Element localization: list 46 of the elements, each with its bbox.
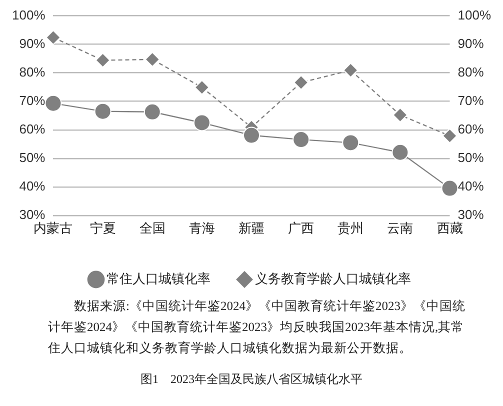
- y-tick-label: 80%: [19, 64, 46, 80]
- point: [194, 80, 210, 95]
- point: [44, 94, 62, 112]
- point: [95, 52, 110, 68]
- point: [392, 108, 408, 123]
- y-tick-label: 60%: [19, 121, 46, 136]
- point: [441, 180, 458, 197]
- y-tick-label: 100%: [12, 7, 46, 22]
- point: [442, 128, 458, 144]
- point: [343, 62, 358, 78]
- point: [392, 144, 409, 161]
- point: [144, 52, 160, 67]
- x-tick-label: 新疆: [238, 220, 264, 236]
- x-tick-label: 西藏: [436, 220, 463, 236]
- point: [46, 30, 61, 45]
- point: [342, 134, 360, 152]
- y-tick-label: 90%: [19, 36, 46, 51]
- y-tick-label: 40%: [19, 178, 46, 194]
- y2-tick-label: 90%: [458, 36, 484, 51]
- x-tick-label: 青海: [188, 220, 215, 236]
- x-tick-label: 内蒙古: [34, 220, 73, 236]
- point: [292, 131, 310, 148]
- y-tick-label: 50%: [19, 150, 46, 165]
- y-tick-label: 30%: [19, 206, 46, 222]
- x-tick-label: 贵州: [338, 220, 364, 236]
- legend-label: 义务教育学龄人口城镇化率: [255, 270, 411, 286]
- y2-tick-label: 70%: [458, 92, 484, 108]
- y2-tick-label: 60%: [458, 121, 484, 136]
- point: [144, 103, 161, 120]
- legend-label: 常住人口城镇化率: [106, 270, 210, 286]
- x-tick-label: 云南: [387, 220, 414, 236]
- source-note: 数据来源:《中国统计年鉴2024》《中国教育统计年鉴2023》《中国统计年鉴2024》《中国教育统计年鉴2023》均反映我国2023年基本情况,其常住人口城镇化和义务教育学龄人口城镇化数据为最新公开数据。: [48, 298, 466, 357]
- y2-tick-label: 30%: [458, 206, 484, 222]
- y2-tick-label: 40%: [458, 178, 484, 194]
- point: [294, 75, 309, 90]
- caption: 图1 2023年全国及民族八省区城镇化水平: [140, 371, 364, 388]
- y2-tick-label: 80%: [458, 64, 484, 80]
- y2-tick-label: 50%: [458, 150, 484, 165]
- point: [193, 114, 210, 132]
- x-tick-label: 广西: [288, 220, 314, 236]
- y-tick-label: 70%: [19, 92, 46, 108]
- point: [94, 102, 112, 120]
- y2-tick-label: 100%: [458, 7, 492, 22]
- x-tick-label: 全国: [139, 220, 166, 236]
- point: [243, 126, 260, 144]
- x-tick-label: 宁夏: [90, 220, 116, 236]
